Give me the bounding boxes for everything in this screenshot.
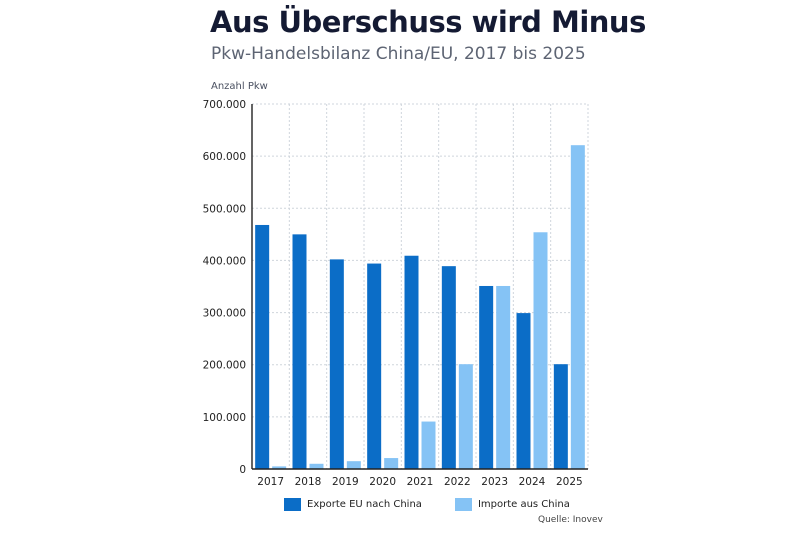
- x-tick-label: 2020: [369, 476, 396, 488]
- bar-exports: [367, 263, 382, 469]
- y-tick-label: 400.000: [203, 255, 246, 267]
- bar-imports: [272, 466, 287, 469]
- x-tick-label: 2018: [295, 476, 322, 488]
- legend-item-exports: Exporte EU nach China: [284, 498, 422, 511]
- bar-imports: [533, 232, 548, 469]
- x-tick-label: 2019: [332, 476, 359, 488]
- legend-label-exports: Exporte EU nach China: [307, 499, 422, 510]
- chart-title: Aus Überschuss wird Minus: [210, 5, 646, 39]
- bar-exports: [292, 234, 307, 469]
- x-tick-label: 2017: [257, 476, 284, 488]
- x-tick-label: 2022: [444, 476, 471, 488]
- bar-imports: [458, 364, 473, 469]
- y-tick-label: 300.000: [203, 308, 246, 320]
- bar-exports: [479, 285, 494, 469]
- x-tick-label: 2023: [481, 476, 508, 488]
- bar-imports: [570, 145, 585, 469]
- x-tick-label: 2024: [519, 476, 546, 488]
- legend-label-imports: Importe aus China: [477, 499, 570, 510]
- bar-exports: [516, 313, 531, 469]
- x-tick-label: 2025: [556, 476, 583, 488]
- y-tick-label: 600.000: [203, 151, 246, 163]
- chart-subtitle: Pkw-Handelsbilanz China/EU, 2017 bis 202…: [211, 44, 586, 64]
- bar-imports: [346, 461, 361, 469]
- legend-swatch-exports: [284, 498, 301, 511]
- x-tick-label: 2021: [407, 476, 434, 488]
- bar-exports: [441, 266, 456, 469]
- source-note: Quelle: Inovev: [538, 515, 603, 525]
- y-tick-label: 100.000: [203, 412, 246, 424]
- bar-imports: [421, 421, 436, 469]
- y-tick-label: 500.000: [203, 203, 246, 215]
- bar-imports: [496, 285, 511, 469]
- y-tick-label: 200.000: [203, 360, 246, 372]
- legend: Exporte EU nach China Importe aus China: [284, 498, 603, 511]
- y-tick-label: 700.000: [203, 99, 246, 111]
- bar-exports: [553, 364, 568, 469]
- legend-item-imports: Importe aus China: [454, 498, 570, 511]
- y-tick-label: 0: [239, 464, 246, 476]
- bar-exports: [404, 255, 419, 469]
- bar-exports: [255, 224, 270, 469]
- legend-swatch-imports: [454, 498, 472, 511]
- bar-exports: [329, 259, 344, 469]
- bar-imports: [384, 458, 399, 469]
- y-axis-unit-label: Anzahl Pkw: [211, 81, 268, 92]
- bar-imports: [309, 463, 324, 469]
